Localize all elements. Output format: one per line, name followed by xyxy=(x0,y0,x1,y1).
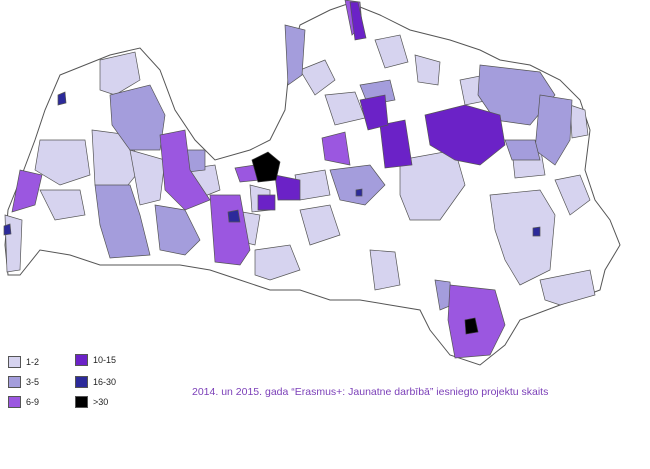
map-caption: 2014. un 2015. gada “Erasmus+: Jaunatne … xyxy=(192,386,549,398)
region-daugavpils xyxy=(464,317,479,335)
legend-swatch xyxy=(75,376,88,388)
region xyxy=(477,64,556,126)
legend-label: 3-5 xyxy=(26,377,40,387)
region xyxy=(539,269,596,306)
region xyxy=(11,169,43,213)
legend-swatch xyxy=(75,396,88,408)
region-riga xyxy=(251,151,281,183)
legend-item: 3-5 xyxy=(8,376,39,388)
regions-6-9 xyxy=(11,0,506,359)
region xyxy=(414,54,441,86)
legend-label: 10-15 xyxy=(93,355,117,365)
region xyxy=(379,119,413,169)
region xyxy=(359,94,389,131)
region xyxy=(329,164,386,206)
region xyxy=(274,174,301,201)
legend-item: 16-30 xyxy=(75,376,116,388)
legend-item: >30 xyxy=(75,396,108,408)
region xyxy=(4,214,23,273)
region xyxy=(569,104,589,139)
region xyxy=(109,84,166,151)
region xyxy=(209,194,251,266)
region xyxy=(424,104,506,166)
region xyxy=(489,189,556,286)
legend-item: 6-9 xyxy=(8,396,39,408)
region xyxy=(299,204,341,246)
region xyxy=(257,194,276,211)
legend-item: 1-2 xyxy=(8,356,39,368)
region xyxy=(532,226,541,237)
region xyxy=(504,139,541,161)
regions-3-5 xyxy=(94,24,573,311)
legend-swatch xyxy=(8,356,21,368)
region xyxy=(369,249,401,291)
region xyxy=(227,209,241,223)
legend-swatch xyxy=(8,376,21,388)
legend-item: 10-15 xyxy=(75,354,116,366)
region xyxy=(34,139,91,186)
region xyxy=(349,1,367,41)
region xyxy=(3,223,12,236)
regions-over-30 xyxy=(251,151,479,335)
region xyxy=(374,34,409,69)
region xyxy=(99,51,141,96)
legend-label: 16-30 xyxy=(93,377,117,387)
region xyxy=(284,24,306,86)
region xyxy=(94,184,151,259)
region xyxy=(299,59,336,96)
region xyxy=(154,204,201,256)
legend-label: >30 xyxy=(93,397,109,407)
region xyxy=(534,94,573,166)
region xyxy=(159,129,211,211)
regions-16-30 xyxy=(3,91,541,237)
region xyxy=(321,131,351,166)
regions-10-15 xyxy=(257,1,506,211)
region xyxy=(57,91,67,106)
legend-swatch xyxy=(8,396,21,408)
legend-label: 6-9 xyxy=(26,397,40,407)
region xyxy=(355,188,363,197)
region xyxy=(254,244,301,281)
legend-label: 1-2 xyxy=(26,357,40,367)
region xyxy=(554,174,591,216)
legend-swatch xyxy=(75,354,88,366)
region xyxy=(39,189,86,221)
region xyxy=(129,149,166,206)
region xyxy=(447,284,506,359)
